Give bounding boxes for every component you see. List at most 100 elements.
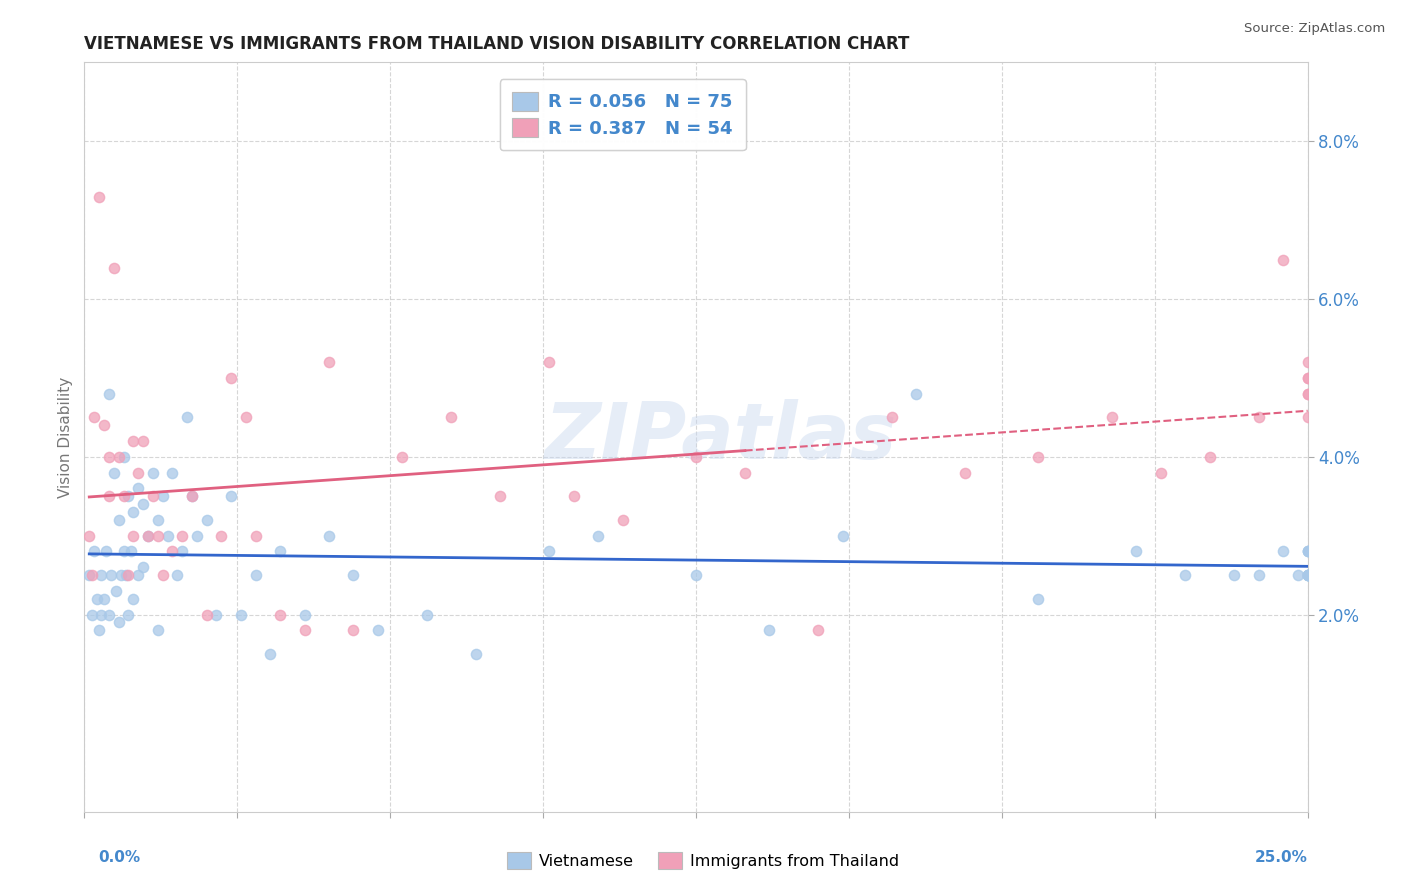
Point (1296, 568, 1319, 582)
Point (209, 529, 232, 543)
Point (342, 568, 364, 582)
Point (685, 568, 707, 582)
Point (245, 529, 267, 543)
Point (83, 544, 105, 558)
Point (905, 386, 928, 401)
Text: 0.0%: 0.0% (98, 850, 141, 865)
Point (117, 568, 139, 582)
Point (142, 466, 165, 480)
Point (120, 544, 142, 558)
Point (152, 489, 174, 503)
Point (103, 260, 125, 275)
Point (1150, 466, 1173, 480)
Point (186, 529, 208, 543)
Point (107, 450, 129, 464)
Point (97, 489, 120, 503)
Point (1296, 568, 1319, 582)
Point (1296, 355, 1319, 369)
Point (953, 466, 976, 480)
Point (1286, 568, 1309, 582)
Point (112, 450, 135, 464)
Text: 25.0%: 25.0% (1254, 850, 1308, 865)
Point (97, 450, 120, 464)
Point (538, 355, 561, 369)
Point (172, 529, 194, 543)
Y-axis label: Vision Disability: Vision Disability (58, 376, 73, 498)
Point (1101, 410, 1123, 425)
Point (464, 647, 486, 661)
Point (1296, 544, 1319, 558)
Point (97, 386, 120, 401)
Point (181, 489, 204, 503)
Point (166, 568, 188, 582)
Point (90, 607, 112, 622)
Point (195, 607, 218, 622)
Point (219, 371, 242, 385)
Point (235, 410, 257, 425)
Point (318, 529, 340, 543)
Point (122, 529, 145, 543)
Point (1272, 544, 1295, 558)
Point (80, 568, 103, 582)
Point (229, 607, 252, 622)
Point (685, 450, 707, 464)
Point (96, 544, 118, 558)
Point (734, 466, 756, 480)
Point (195, 513, 218, 527)
Point (136, 529, 159, 543)
Point (127, 481, 149, 495)
Point (100, 568, 122, 582)
Point (97, 607, 120, 622)
Point (107, 615, 129, 630)
Point (758, 624, 780, 638)
Point (156, 529, 179, 543)
Point (112, 544, 135, 558)
Point (162, 544, 184, 558)
Point (1247, 410, 1270, 425)
Point (1296, 386, 1319, 401)
Text: VIETNAMESE VS IMMIGRANTS FROM THAILAND VISION DISABILITY CORRELATION CHART: VIETNAMESE VS IMMIGRANTS FROM THAILAND V… (84, 35, 910, 53)
Point (1296, 568, 1319, 582)
Point (1296, 568, 1319, 582)
Point (880, 410, 903, 425)
Point (83, 410, 105, 425)
Point (205, 607, 228, 622)
Point (1296, 544, 1319, 558)
Point (1028, 591, 1050, 606)
Text: Source: ZipAtlas.com: Source: ZipAtlas.com (1244, 22, 1385, 36)
Point (103, 466, 125, 480)
Point (1174, 568, 1197, 582)
Point (1198, 450, 1220, 464)
Point (176, 410, 198, 425)
Point (416, 607, 439, 622)
Point (136, 529, 159, 543)
Point (112, 489, 135, 503)
Point (440, 410, 463, 425)
Point (132, 434, 155, 448)
Point (122, 434, 145, 448)
Point (1296, 410, 1319, 425)
Point (146, 513, 169, 527)
Point (1028, 450, 1050, 464)
Point (93, 591, 115, 606)
Point (127, 466, 149, 480)
Point (87, 624, 110, 638)
Point (612, 513, 634, 527)
Point (146, 624, 169, 638)
Point (1296, 386, 1319, 401)
Point (117, 489, 139, 503)
Point (342, 624, 364, 638)
Point (105, 583, 128, 598)
Point (807, 624, 830, 638)
Point (80, 607, 103, 622)
Point (831, 529, 853, 543)
Point (87, 189, 110, 203)
Point (115, 568, 138, 582)
Point (122, 591, 145, 606)
Point (1296, 371, 1319, 385)
Point (586, 529, 609, 543)
Point (146, 529, 169, 543)
Point (110, 568, 132, 582)
Point (107, 513, 129, 527)
Point (142, 489, 165, 503)
